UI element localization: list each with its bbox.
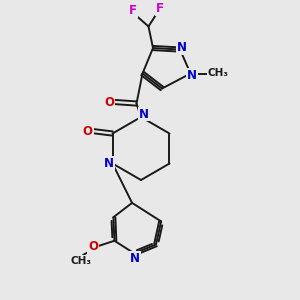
Text: CH₃: CH₃ xyxy=(71,256,92,266)
Text: O: O xyxy=(104,95,115,109)
Text: O: O xyxy=(82,124,93,138)
Text: F: F xyxy=(129,4,136,17)
Text: F: F xyxy=(156,2,164,15)
Text: N: N xyxy=(139,107,149,121)
Text: N: N xyxy=(130,252,140,265)
Text: N: N xyxy=(187,68,197,82)
Text: O: O xyxy=(88,240,98,253)
Text: CH₃: CH₃ xyxy=(208,68,229,78)
Text: N: N xyxy=(176,40,187,54)
Text: N: N xyxy=(104,157,114,170)
